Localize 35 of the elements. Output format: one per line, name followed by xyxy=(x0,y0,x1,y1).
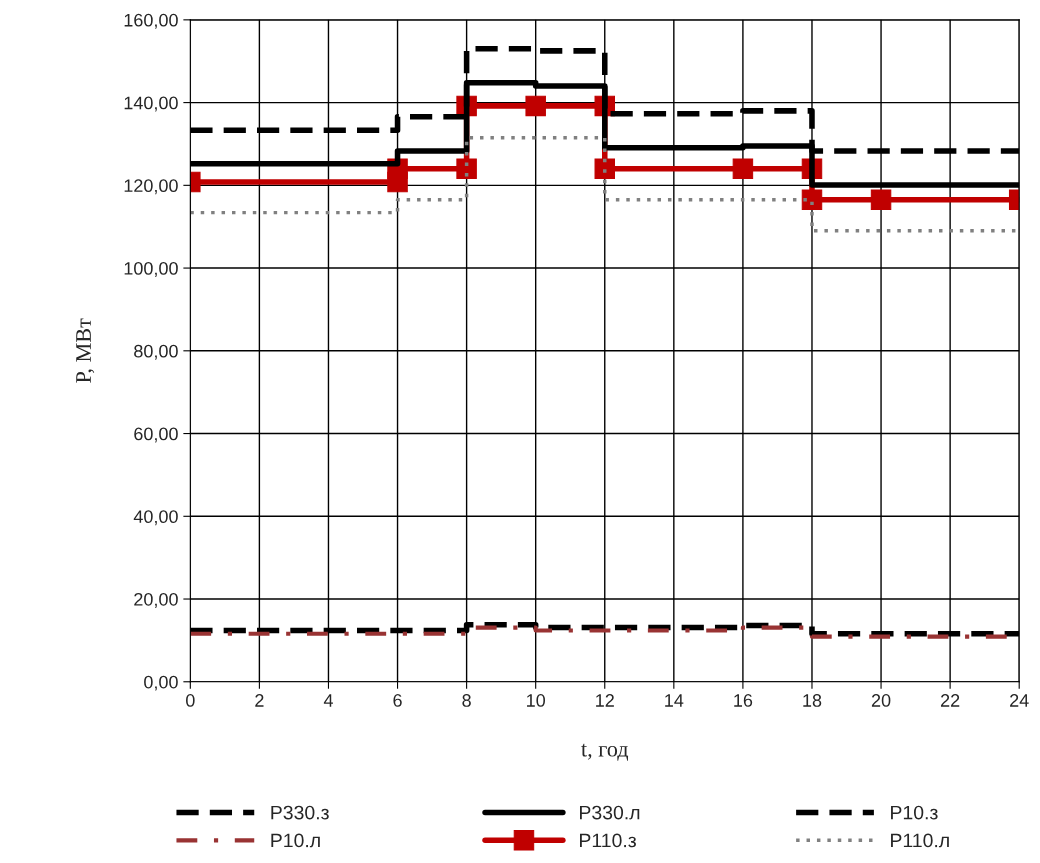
x-tick-label: 14 xyxy=(665,694,684,707)
legend-label: P10.з xyxy=(891,805,938,820)
x-tick-label: 16 xyxy=(734,694,753,707)
x-tick-label: 20 xyxy=(871,694,891,707)
y-tick-label: 140,00 xyxy=(124,96,178,112)
x-tick-label: 18 xyxy=(803,694,822,707)
legend-label: P330.л xyxy=(580,805,640,820)
point xyxy=(870,189,892,211)
y-tick-label: 160,00 xyxy=(124,13,178,29)
x-tick-label: 8 xyxy=(462,694,471,707)
y-tick-label: 20,00 xyxy=(134,592,178,608)
x-tick-label: 22 xyxy=(940,694,960,707)
x-tick-label: 4 xyxy=(323,694,333,707)
y-tick-label: 80,00 xyxy=(134,344,178,360)
x-tick-label: 10 xyxy=(527,694,546,707)
y-tick-label: 60,00 xyxy=(134,427,178,443)
point xyxy=(732,158,754,180)
legend-label: P110.з xyxy=(580,833,636,848)
legend-label: P110.л xyxy=(891,833,949,848)
legend-label: P330.з xyxy=(271,805,329,820)
point xyxy=(456,158,477,180)
x-tick-label: 24 xyxy=(1010,694,1029,707)
legend-label: P10.л xyxy=(271,833,320,848)
x-axis-title: t, год xyxy=(581,743,629,761)
y-axis-title: P, МВт xyxy=(76,318,95,383)
x-tick-label: 12 xyxy=(596,694,614,707)
x-tick-label: 6 xyxy=(393,694,402,707)
point xyxy=(594,158,615,180)
y-tick-label: 0,00 xyxy=(144,675,178,691)
point xyxy=(525,95,546,117)
y-tick-label: 120,00 xyxy=(124,179,178,195)
y-tick-label: 100,00 xyxy=(124,262,178,277)
x-tick-label: 2 xyxy=(255,694,264,707)
y-tick-label: 40,00 xyxy=(133,510,178,526)
x-tick-label: 0 xyxy=(186,694,195,707)
